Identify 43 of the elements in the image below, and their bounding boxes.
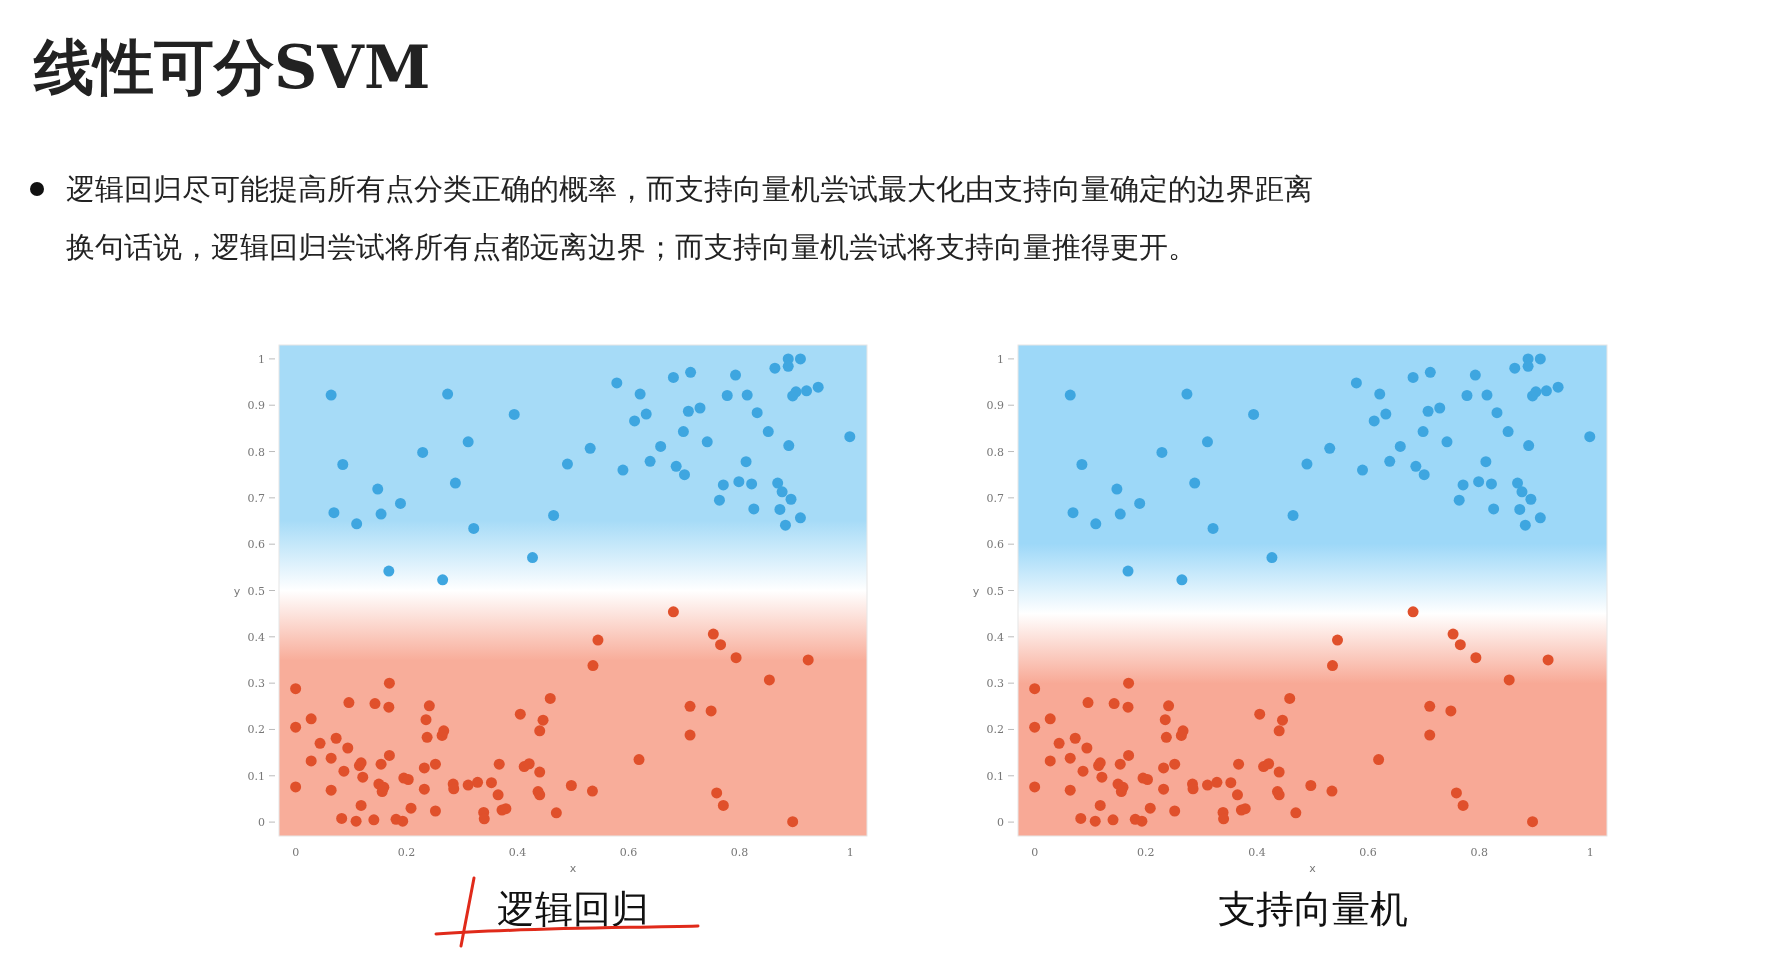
y-tick-label: 0.3 bbox=[986, 677, 1004, 691]
y-tick-label: 0.4 bbox=[986, 630, 1004, 644]
y-tick-label: 0.3 bbox=[247, 677, 265, 691]
x-tick-label: 0 bbox=[1031, 846, 1039, 859]
x-tick-label: 0.6 bbox=[1359, 846, 1377, 859]
y-tick-label: 0.1 bbox=[247, 769, 265, 783]
x-tick-label: 0.4 bbox=[1248, 846, 1266, 859]
x-axis-title: x bbox=[1309, 862, 1317, 875]
y-axis-title: y bbox=[233, 584, 241, 598]
x-tick-label: 0.2 bbox=[397, 846, 416, 859]
y-tick-label: 0.9 bbox=[247, 399, 265, 413]
x-tick-label: 1 bbox=[846, 846, 854, 859]
x-tick-label: 0.8 bbox=[730, 846, 749, 859]
y-tick-label: 0.6 bbox=[247, 538, 265, 552]
y-tick-label: 0.5 bbox=[247, 584, 265, 598]
text: 逻辑回归尽可能提高所有点分类正确的概率，而支持向量机尝试最大化由支持向量确定的边界距离 bbox=[66, 171, 1314, 208]
y-tick-label: 0.8 bbox=[986, 445, 1004, 459]
y-tick-label: 0.2 bbox=[247, 723, 265, 737]
x-tick-label: 0 bbox=[292, 846, 300, 859]
x-tick-label: 0.4 bbox=[508, 846, 527, 859]
y-axis-title: y bbox=[972, 584, 980, 598]
y-tick-label: 0.7 bbox=[247, 491, 265, 505]
x-axis-title: x bbox=[569, 862, 577, 875]
y-tick-label: 1 bbox=[258, 352, 265, 366]
text: 线性可分SVM bbox=[34, 31, 431, 104]
y-tick-label: 0.4 bbox=[247, 630, 265, 644]
y-tick-label: 0 bbox=[258, 816, 265, 830]
y-tick-label: 0.6 bbox=[986, 538, 1004, 552]
y-tick-label: 0.7 bbox=[986, 491, 1004, 505]
x-tick-label: 1 bbox=[1586, 846, 1594, 859]
y-tick-label: 0 bbox=[997, 816, 1004, 830]
y-tick-label: 0.5 bbox=[986, 584, 1004, 598]
x-tick-label: 0.6 bbox=[619, 846, 638, 859]
y-tick-label: 0.8 bbox=[247, 445, 265, 459]
y-tick-label: 0.9 bbox=[986, 399, 1004, 413]
y-tick-label: 0.1 bbox=[986, 769, 1004, 783]
x-tick-label: 0.8 bbox=[1470, 846, 1488, 859]
text: 逻辑回归 bbox=[497, 887, 649, 931]
y-tick-label: 0.2 bbox=[986, 723, 1004, 737]
x-tick-label: 0.2 bbox=[1137, 846, 1155, 859]
y-tick-label: 1 bbox=[997, 352, 1004, 366]
text: 换句话说，逻辑回归尝试将所有点都远离边界；而支持向量机尝试将支持向量推得更开。 bbox=[66, 229, 1198, 266]
text: 支持向量机 bbox=[1217, 887, 1408, 931]
